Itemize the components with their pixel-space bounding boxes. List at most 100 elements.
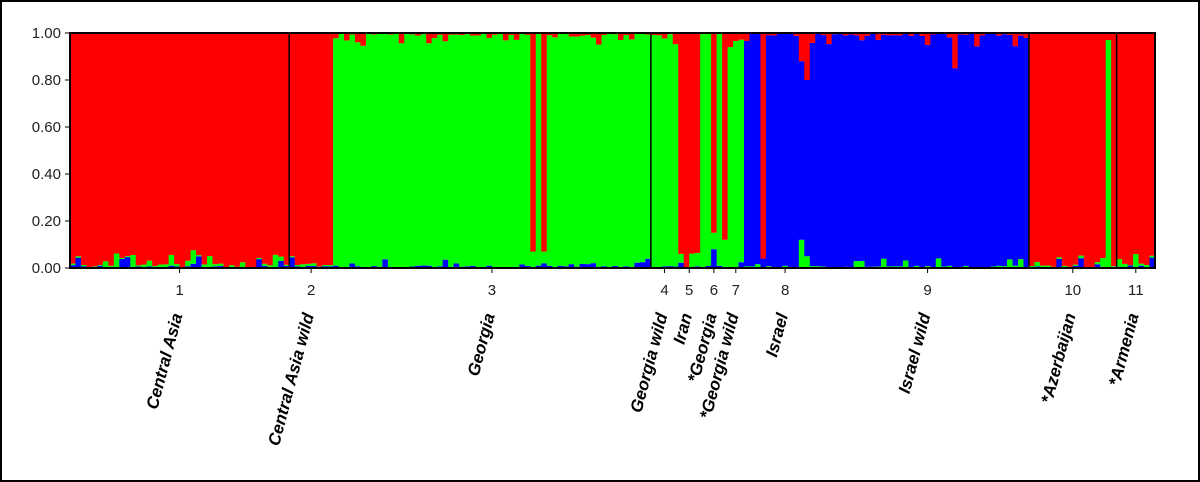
bar-segment-39-red <box>278 33 285 257</box>
bar-segment-15-red <box>146 33 153 261</box>
bar-segment-166-red <box>974 33 981 47</box>
bar-segment-87-red <box>541 33 548 252</box>
bar-segment-2-red <box>75 33 82 257</box>
bar-segment-20-red <box>174 33 181 265</box>
bar-segment-99-green <box>607 33 614 268</box>
bar-segment-45-green <box>311 263 318 267</box>
bar-segment-196-green <box>1138 263 1145 266</box>
bar-segment-78-green <box>491 34 499 268</box>
bar-segment-135-green <box>804 256 811 268</box>
bar-segment-36-blue <box>261 265 268 268</box>
y-tick-label: 1.00 <box>32 25 61 42</box>
bar-segment-125-blue <box>749 33 756 267</box>
bar-segment-53-green <box>354 42 362 267</box>
bar-segment-192-green <box>1116 259 1123 267</box>
bar-segment-16-red <box>152 33 159 266</box>
bar-segment-173-red <box>1012 33 1019 47</box>
bar-segment-152-red <box>897 33 904 36</box>
bar-segment-101-red <box>617 33 625 40</box>
y-tick-label: 0.80 <box>32 72 61 89</box>
bar-segment-49-blue <box>333 265 340 268</box>
bar-segment-100-blue <box>612 265 619 268</box>
bar-segment-86-green <box>535 33 542 266</box>
bar-segment-38-red <box>272 33 279 255</box>
group-number: 1 <box>175 282 183 299</box>
bar-segment-196-blue <box>1138 265 1145 268</box>
y-axis: 0.00 0.20 0.40 0.60 0.80 1.00 <box>32 25 70 277</box>
bar-segment-82-green <box>513 39 520 268</box>
bar-segment-124-blue <box>744 40 751 267</box>
bar-segment-41-red <box>289 33 296 257</box>
bar-segment-121-red <box>727 33 734 48</box>
bar-segment-129-red <box>771 33 778 36</box>
bar-segment-85-green <box>530 251 537 268</box>
bar-segment-93-green <box>574 36 581 267</box>
bar-segment-61-green <box>398 43 405 268</box>
bar-segment-132-blue <box>787 33 794 268</box>
group-number: 6 <box>710 282 718 299</box>
bar-segment-29-red <box>223 33 230 268</box>
bar-segment-66-green <box>426 43 433 266</box>
bar-segment-151-red <box>891 33 899 36</box>
bar-segment-10-green <box>119 257 126 259</box>
bar-segment-105-blue <box>639 262 646 268</box>
bar-segment-134-green <box>798 239 805 268</box>
bar-segment-134-red <box>798 33 805 62</box>
bar-segment-152-blue <box>897 35 904 267</box>
bar-segment-174-green <box>1018 259 1025 268</box>
bar-segment-91-green <box>563 33 570 267</box>
bar-segment-104-blue <box>634 262 641 268</box>
bar-segment-49-green <box>333 38 340 266</box>
bar-segment-7-green <box>102 261 109 268</box>
bar-segment-170-green <box>996 265 1003 268</box>
bar-segment-24-red <box>196 33 203 256</box>
bar-segment-52-green <box>349 34 356 264</box>
bar-segment-118-blue <box>711 249 718 268</box>
bar-segment-169-blue <box>990 33 997 267</box>
bar-segment-9-green <box>113 253 120 268</box>
bar-segment-177-green <box>1034 262 1041 267</box>
bar-segment-197-red <box>1144 33 1151 265</box>
group-boundaries <box>288 33 1118 268</box>
bar-segment-114-red <box>689 33 696 254</box>
bar-segment-96-red <box>590 33 597 38</box>
bar-segment-175-red <box>1023 33 1030 38</box>
bar-segment-64-blue <box>415 265 422 268</box>
bar-segment-102-green <box>623 34 630 267</box>
bar-segment-162-red <box>952 33 959 69</box>
bar-segment-140-blue <box>831 34 838 268</box>
bar-segment-113-red <box>683 33 690 268</box>
bar-segment-120-red <box>722 33 729 240</box>
bar-segment-135-blue <box>804 80 811 257</box>
bar-segment-8-green <box>108 265 115 268</box>
bar-segment-3-green <box>80 265 88 267</box>
bar-segment-70-green <box>448 34 455 268</box>
bar-segment-97-red <box>596 33 603 45</box>
bar-segment-76-green <box>480 33 488 268</box>
bar-segment-30-green <box>228 265 235 268</box>
bar-segment-175-blue <box>1023 37 1030 268</box>
group-number: 10 <box>1064 282 1081 299</box>
bar-segment-185-red <box>1078 33 1085 256</box>
bar-segment-95-green <box>585 35 592 265</box>
bar-segment-66-red <box>426 33 433 44</box>
bar-segment-87-green <box>541 251 548 264</box>
bar-segment-145-green <box>859 260 866 268</box>
bar-segment-134-blue <box>798 61 805 240</box>
bar-segment-2-blue <box>75 257 82 268</box>
bar-segment-28-red <box>217 33 225 264</box>
bar-segment-160-blue <box>941 33 948 267</box>
bar-segment-121-green <box>727 47 734 268</box>
bar-segment-96-blue <box>590 263 597 268</box>
bar-segment-131-blue <box>782 33 789 266</box>
y-tick-label: 0.60 <box>32 119 61 136</box>
bar-segment-161-blue <box>946 37 953 266</box>
bar-segment-154-red <box>908 33 915 36</box>
bar-segment-10-blue <box>119 258 126 268</box>
bar-segment-176-red <box>1028 33 1036 267</box>
bar-segment-21-red <box>179 33 186 268</box>
bar-segment-131-green <box>782 265 789 268</box>
bar-segment-25-green <box>201 264 208 267</box>
bar-segment-35-red <box>256 33 263 258</box>
bar-segment-69-green <box>442 41 449 260</box>
